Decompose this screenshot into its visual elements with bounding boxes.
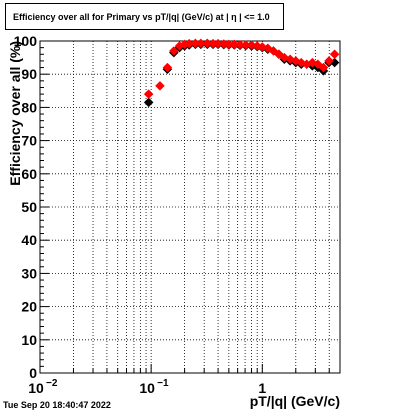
x-tick-label-exponent: −2 bbox=[46, 378, 58, 389]
data-point-series-1 bbox=[168, 46, 179, 56]
x-tick-label: 10 bbox=[28, 380, 44, 396]
y-axis-title: Efficiency over all (%) bbox=[7, 41, 23, 186]
y-tick-label: 50 bbox=[21, 199, 37, 215]
x-tick-label-exponent: −1 bbox=[157, 378, 169, 389]
x-axis-title: pT/|q| (GeV/c) bbox=[250, 393, 340, 409]
x-tick-label: 1 bbox=[258, 380, 266, 396]
data-point-series-1 bbox=[324, 56, 334, 66]
y-tick-label: 10 bbox=[21, 332, 37, 348]
y-tick-label: 30 bbox=[21, 265, 37, 281]
y-tick-label: 20 bbox=[21, 299, 37, 315]
chart-title: Efficiency over all for Primary vs pT/|q… bbox=[13, 12, 270, 22]
data-point-series-1 bbox=[162, 62, 173, 73]
y-tick-label: 90 bbox=[21, 66, 37, 82]
y-tick-label: 80 bbox=[21, 99, 37, 115]
data-point-series-1 bbox=[196, 38, 206, 49]
y-tick-label: 40 bbox=[21, 232, 37, 248]
data-point-series-1 bbox=[155, 80, 165, 91]
chart-title-box: Efficiency over all for Primary vs pT/|q… bbox=[5, 3, 284, 30]
timestamp: Tue Sep 20 18:40:47 2022 bbox=[3, 400, 111, 410]
x-tick-label: 10 bbox=[139, 380, 155, 396]
data-point-series-0 bbox=[143, 97, 154, 108]
data-point-series-1 bbox=[143, 89, 154, 99]
data-point-series-1 bbox=[318, 62, 329, 73]
y-tick-label: 100 bbox=[14, 33, 38, 49]
y-tick-label: 60 bbox=[21, 166, 37, 182]
y-tick-label: 0 bbox=[29, 365, 37, 381]
y-tick-label: 70 bbox=[21, 133, 37, 149]
data-point-series-1 bbox=[329, 49, 340, 60]
